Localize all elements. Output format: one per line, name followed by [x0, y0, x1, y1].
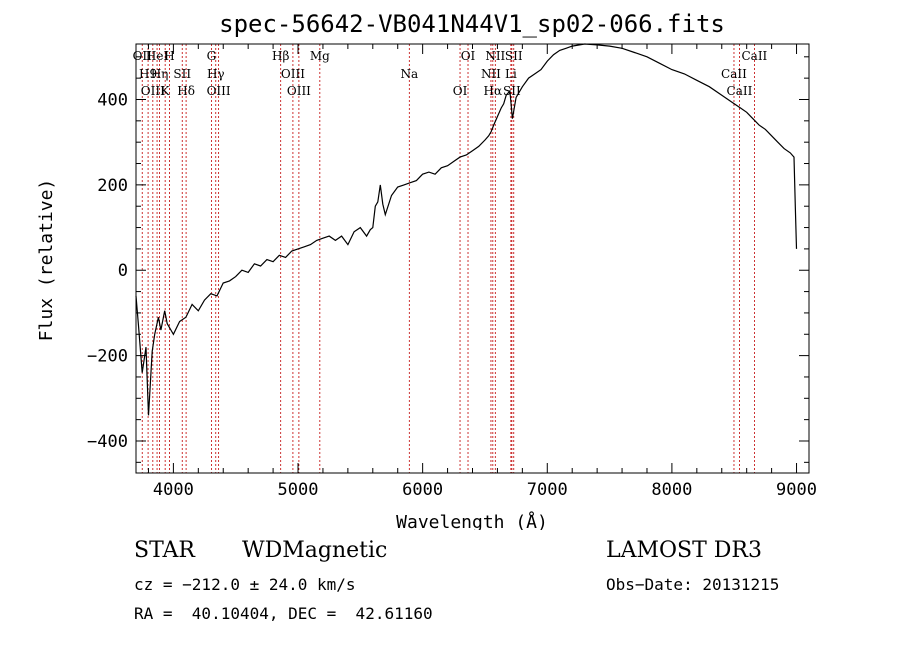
chart-title: spec-56642-VB041N44V1_sp02-066.fits: [219, 10, 725, 38]
spectral-line-label: Hα: [484, 84, 503, 98]
x-tick-label: 9000: [776, 480, 817, 500]
x-tick-label: 8000: [651, 480, 692, 500]
spectral-line-label: Hβ: [272, 49, 289, 63]
spectral-line-label: H: [164, 49, 174, 63]
object-subclass: WDMagnetic: [242, 538, 388, 563]
spectral-line-label: Li: [505, 67, 517, 81]
spectral-line-label: CaII: [721, 67, 747, 81]
plot-frame: [135, 43, 810, 474]
spectral-line-label: SII: [505, 49, 523, 63]
spectral-line-label: CaII: [741, 49, 767, 63]
spectral-line-label: G: [207, 49, 217, 63]
spectral-line-label: Mg: [310, 49, 330, 63]
x-tick-label: 7000: [527, 480, 568, 500]
x-axis-label: Wavelength (Å): [396, 511, 548, 530]
redshift-cz: cz = −212.0 ± 24.0 km/s: [134, 575, 356, 594]
coordinates: RA = 40.10404, DEC = 42.61160: [134, 604, 433, 623]
spectral-line-labels: OII H9 OIII HeI Hη K H SII Hδ G Hγ OIII Hβ OIII OIII Mg…: [133, 49, 768, 98]
spectral-line-label: OIII: [287, 84, 311, 98]
spectral-line-label: H9: [139, 67, 157, 81]
spectral-line-label: OIII: [281, 67, 305, 81]
spectral-line-label: OI: [453, 84, 468, 98]
object-class: STAR: [134, 538, 195, 563]
spectral-line-label: OII: [133, 49, 153, 63]
x-tick-label: 6000: [402, 480, 443, 500]
y-axis-label: Flux (relative): [36, 179, 57, 342]
x-tick-label: 5000: [278, 480, 319, 500]
spectral-line-label: NII: [485, 49, 505, 63]
y-tick-label: 200: [97, 176, 128, 196]
spectral-line-label: NII: [481, 67, 501, 81]
spectral-line-label: Hγ: [207, 67, 225, 81]
spectral-line-label: HeI: [146, 49, 169, 63]
spectrum-chart: spec-56642-VB041N44V1_sp02-066.fits OIIH…: [36, 10, 817, 530]
spectral-line-label: OIII: [141, 84, 165, 98]
spectral-line-label: Na: [400, 67, 418, 81]
spectral-line-label: K: [161, 84, 171, 98]
y-tick-label: 0: [118, 261, 128, 281]
y-tick-label: 400: [97, 90, 128, 110]
observation-date: Obs−Date: 20131215: [606, 575, 780, 594]
spectral-line-label: OIII: [207, 84, 231, 98]
axis-ticks: 4000 5000 6000 7000 8000 9000 −400 −200 0 200 400: [87, 44, 817, 500]
spectral-line-label: OI: [461, 49, 476, 63]
x-tick-label: 4000: [153, 480, 194, 500]
survey-name: LAMOST DR3: [606, 538, 762, 563]
spectral-line-label: CaII: [727, 84, 753, 98]
spectral-line-label: Hδ: [177, 84, 195, 98]
spectral-line-label: SII: [173, 67, 191, 81]
spectral-line-label: Hη: [151, 67, 169, 81]
spectrum-line: [135, 43, 798, 416]
y-tick-label: −200: [87, 347, 128, 367]
spectral-lines: [141, 44, 755, 473]
y-tick-label: −400: [87, 432, 128, 452]
